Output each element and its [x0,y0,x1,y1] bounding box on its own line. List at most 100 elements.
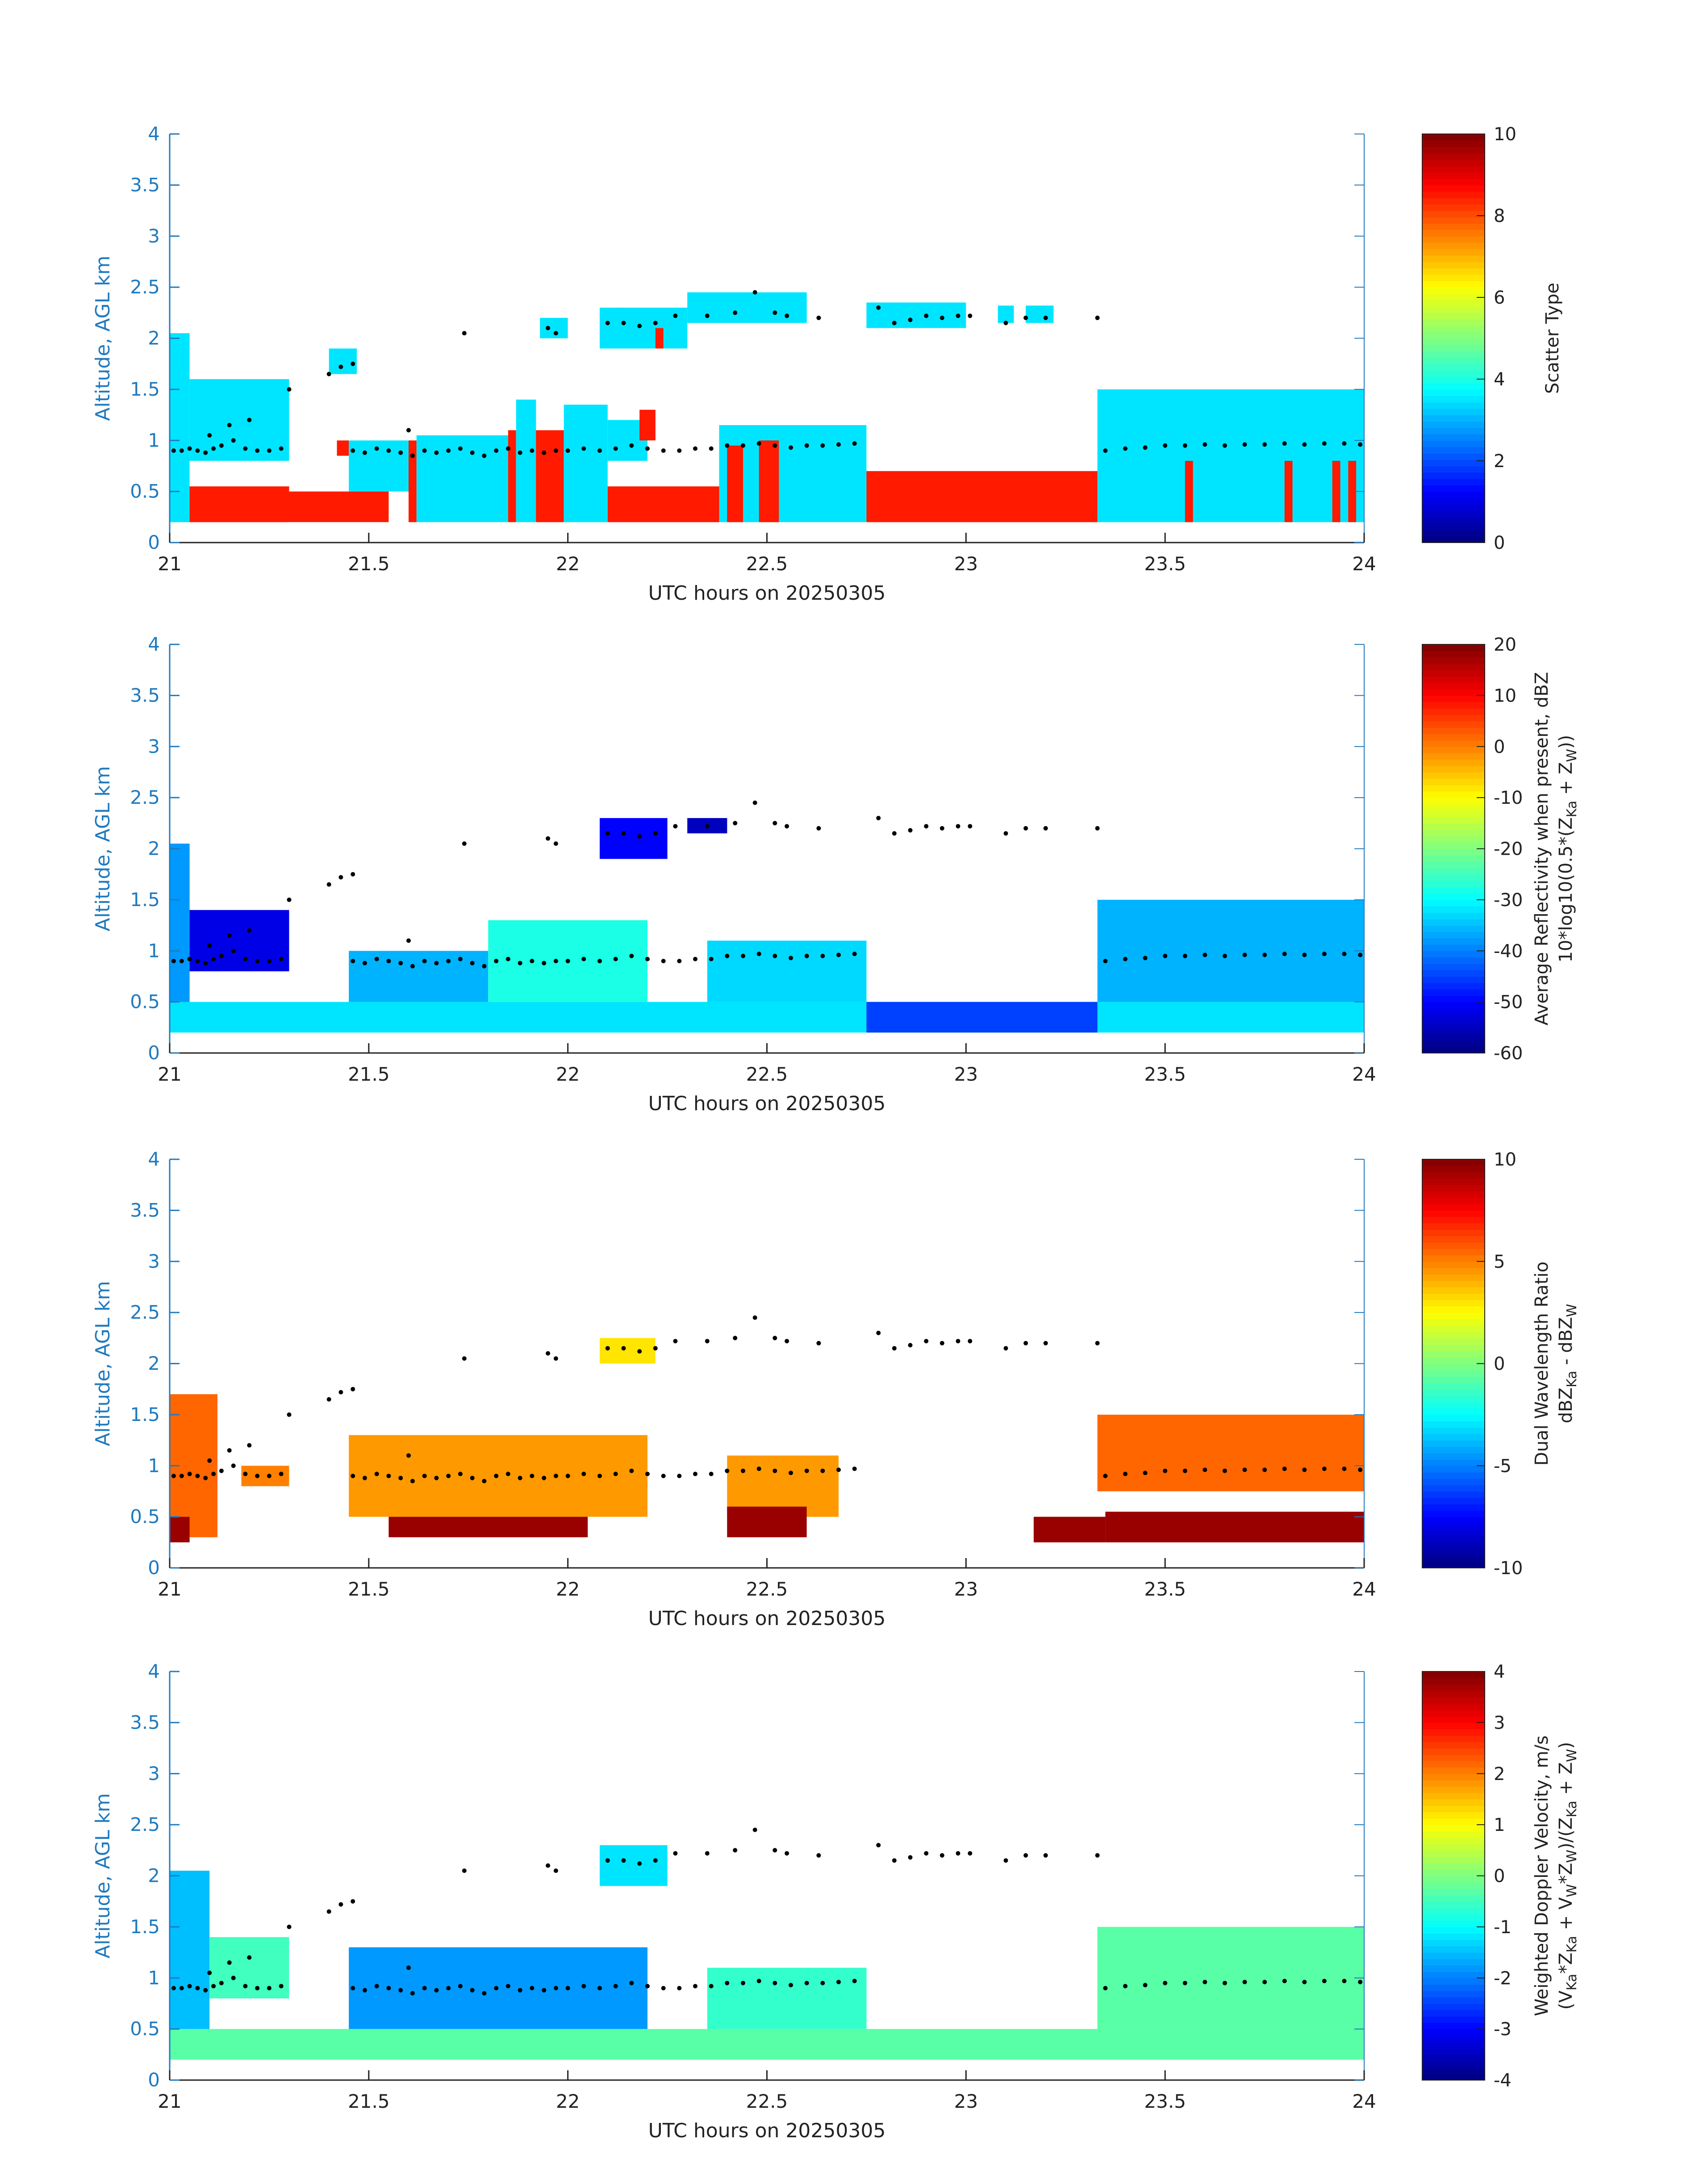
y-tick-label: 0 [148,2069,160,2091]
cloud-marker-point [741,953,745,958]
cloud-marker-point [629,1468,634,1473]
cloud-marker-point [422,1474,427,1479]
cloud-marker-point [351,1899,355,1904]
cloud-marker-point [1003,831,1008,836]
colorbar-swatch [1422,1491,1485,1498]
x-tick-label: 21.5 [348,553,390,575]
colorbar-swatch [1422,179,1485,186]
colorbar-tick-label: -2 [1494,1968,1512,1989]
cloud-marker-point [677,1474,682,1479]
heatmap-cell [329,348,357,374]
cloud-marker-point [892,1858,897,1863]
cloud-marker-point [876,815,881,820]
cloud-marker-point [804,1981,809,1985]
colorbar-swatch [1422,287,1485,294]
colorbar-label-text: + Z [1556,1762,1576,1801]
heatmap-cell [727,445,743,522]
colorbar-tick-label: -4 [1494,2070,1512,2091]
colorbar-swatch [1422,1210,1485,1217]
colorbar-label: Weighted Doppler Velocity, m/s (VKa*ZKa +… [1532,1735,1580,2016]
cloud-marker-point [255,959,260,964]
cloud-marker-point [231,949,236,953]
colorbar-swatch [1422,1376,1485,1383]
cloud-marker-point [605,321,610,326]
cloud-marker-point [422,1986,427,1991]
colorbar-swatch [1422,1946,1485,1953]
colorbar-swatch [1422,1555,1485,1562]
y-tick-label: 1 [148,940,160,961]
cloud-marker-point [773,1848,777,1853]
colorbar-swatch [1422,1478,1485,1485]
cloud-marker-point [211,1984,216,1989]
colorbar-swatch [1422,1869,1485,1876]
colorbar-swatch [1422,517,1485,524]
cloud-marker-point [446,1986,451,1991]
y-tick-label: 3.5 [130,1199,160,1221]
colorbar-tick-label: 0 [1494,1866,1505,1887]
colorbar-swatch [1422,319,1485,326]
cloud-marker-point [546,1351,551,1356]
colorbar-swatch [1422,727,1485,734]
cloud-marker-point [637,1861,642,1866]
cloud-marker-point [1043,826,1048,831]
colorbar-swatch [1422,472,1485,479]
cloud-marker-point [219,1981,224,1985]
colorbar-tick-label: -30 [1494,890,1523,911]
cloud-marker-point [530,959,535,964]
colorbar-swatch [1422,1709,1485,1717]
cloud-marker-point [171,448,176,453]
heatmap-cell [1097,389,1364,522]
heatmap-cell [209,1937,289,1999]
cloud-marker-point [705,313,710,318]
colorbar-swatch [1422,357,1485,364]
cloud-marker-point [1095,315,1100,320]
cloud-marker-point [518,450,522,455]
heatmap-cell [1033,1517,1106,1542]
colorbar-swatch [1422,804,1485,811]
heatmap-regions [170,1845,1364,2060]
colorbar-swatch [1422,657,1485,664]
x-axis-label: UTC hours on 20250305 [648,582,886,605]
colorbar-swatch [1422,644,1485,652]
cloud-marker-point [553,448,558,453]
cloud-marker-point [741,1981,745,1985]
cloud-marker-point [279,1984,284,1989]
y-axis-label: Altitude, AGL km [92,255,114,421]
colorbar-swatch [1422,230,1485,237]
colorbar-tick-label: 4 [1494,369,1505,390]
colorbar-tick-label: 3 [1494,1713,1505,1733]
colorbar-swatch [1422,1716,1485,1723]
cloud-marker-point [968,313,973,318]
colorbar-swatch [1422,415,1485,422]
colorbar-swatch [1422,1742,1485,1749]
colorbar-swatch [1422,1466,1485,1473]
colorbar-swatch [1422,682,1485,689]
cloud-marker-point [219,443,224,448]
cloud-marker-point [725,1468,730,1473]
cloud-marker-point [470,1988,475,1993]
cloud-marker-point [203,1988,208,1993]
cloud-marker-point [279,1471,284,1476]
heatmap-cell [866,1002,1098,1033]
colorbar-swatch [1422,460,1485,467]
cloud-marker-point [613,1471,618,1476]
cloud-marker-point [362,961,367,965]
cloud-marker-point [219,953,224,958]
colorbar-swatch [1422,1427,1485,1434]
cloud-marker-point [179,1474,184,1479]
colorbar-swatch [1422,912,1485,919]
colorbar-swatch [1422,1249,1485,1256]
x-tick-label: 21 [158,553,181,575]
cloud-marker-point [505,957,510,961]
colorbar-tick-label: 4 [1494,1662,1505,1682]
colorbar-label-subscript: Ka [1564,1974,1580,1991]
cloud-marker-point [203,1475,208,1480]
colorbar-swatch [1422,140,1485,147]
cloud-marker-point [553,1868,558,1873]
colorbar-swatch [1422,402,1485,409]
cloud-marker-point [653,1858,658,1863]
colorbar-swatch [1422,344,1485,351]
cloud-marker-point [1003,321,1008,326]
colorbar-label-subscript: W [1564,1850,1580,1863]
